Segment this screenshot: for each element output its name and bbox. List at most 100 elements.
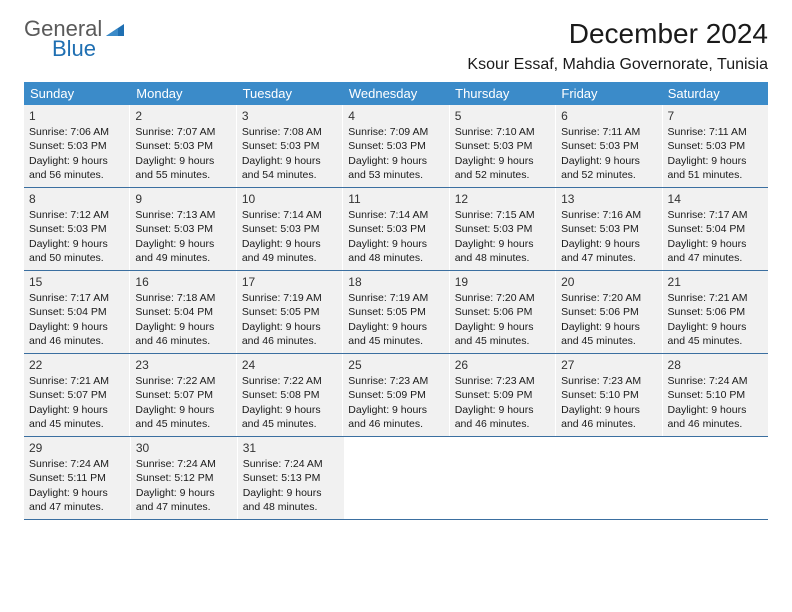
sunrise-line: Sunrise: 7:16 AM	[561, 208, 656, 222]
sunset-line: Sunset: 5:03 PM	[561, 139, 656, 153]
day-cell: 10Sunrise: 7:14 AMSunset: 5:03 PMDayligh…	[237, 188, 343, 270]
sunset-line: Sunset: 5:08 PM	[242, 388, 337, 402]
day-cell: 19Sunrise: 7:20 AMSunset: 5:06 PMDayligh…	[450, 271, 556, 353]
week-row: 29Sunrise: 7:24 AMSunset: 5:11 PMDayligh…	[24, 437, 768, 520]
day-cell: 4Sunrise: 7:09 AMSunset: 5:03 PMDaylight…	[343, 105, 449, 187]
day-cell: 7Sunrise: 7:11 AMSunset: 5:03 PMDaylight…	[663, 105, 768, 187]
day-cell: 30Sunrise: 7:24 AMSunset: 5:12 PMDayligh…	[131, 437, 238, 519]
sunset-line: Sunset: 5:03 PM	[348, 139, 443, 153]
month-title: December 2024	[467, 18, 768, 50]
daylight-line: Daylight: 9 hours and 52 minutes.	[455, 154, 550, 182]
sunrise-line: Sunrise: 7:15 AM	[455, 208, 550, 222]
day-cell: 1Sunrise: 7:06 AMSunset: 5:03 PMDaylight…	[24, 105, 130, 187]
daylight-line: Daylight: 9 hours and 51 minutes.	[668, 154, 763, 182]
sunrise-line: Sunrise: 7:24 AM	[136, 457, 232, 471]
sunrise-line: Sunrise: 7:19 AM	[348, 291, 443, 305]
day-number: 5	[455, 108, 550, 124]
day-number: 7	[668, 108, 763, 124]
sunrise-line: Sunrise: 7:20 AM	[561, 291, 656, 305]
sunrise-line: Sunrise: 7:22 AM	[242, 374, 337, 388]
day-cell	[345, 437, 451, 519]
sunset-line: Sunset: 5:07 PM	[29, 388, 124, 402]
header: General Blue December 2024 Ksour Essaf, …	[24, 18, 768, 74]
day-cell: 29Sunrise: 7:24 AMSunset: 5:11 PMDayligh…	[24, 437, 131, 519]
week-row: 1Sunrise: 7:06 AMSunset: 5:03 PMDaylight…	[24, 105, 768, 188]
sunrise-line: Sunrise: 7:13 AM	[135, 208, 230, 222]
day-number: 10	[242, 191, 337, 207]
sunset-line: Sunset: 5:05 PM	[348, 305, 443, 319]
sunset-line: Sunset: 5:03 PM	[29, 222, 124, 236]
day-cell: 3Sunrise: 7:08 AMSunset: 5:03 PMDaylight…	[237, 105, 343, 187]
week-row: 8Sunrise: 7:12 AMSunset: 5:03 PMDaylight…	[24, 188, 768, 271]
sunrise-line: Sunrise: 7:08 AM	[242, 125, 337, 139]
day-number: 14	[668, 191, 763, 207]
day-cell: 5Sunrise: 7:10 AMSunset: 5:03 PMDaylight…	[450, 105, 556, 187]
daylight-line: Daylight: 9 hours and 46 minutes.	[348, 403, 443, 431]
sunrise-line: Sunrise: 7:17 AM	[668, 208, 763, 222]
sunset-line: Sunset: 5:07 PM	[135, 388, 230, 402]
sunset-line: Sunset: 5:03 PM	[455, 139, 550, 153]
day-cell	[662, 437, 768, 519]
sunrise-line: Sunrise: 7:24 AM	[243, 457, 339, 471]
day-cell	[450, 437, 556, 519]
day-number: 31	[243, 440, 339, 456]
day-cell: 14Sunrise: 7:17 AMSunset: 5:04 PMDayligh…	[663, 188, 768, 270]
logo-triangle-icon	[106, 22, 126, 43]
day-number: 4	[348, 108, 443, 124]
day-number: 25	[348, 357, 443, 373]
daylight-line: Daylight: 9 hours and 46 minutes.	[135, 320, 230, 348]
day-header: Thursday	[449, 82, 555, 105]
sunrise-line: Sunrise: 7:14 AM	[348, 208, 443, 222]
day-cell: 2Sunrise: 7:07 AMSunset: 5:03 PMDaylight…	[130, 105, 236, 187]
daylight-line: Daylight: 9 hours and 45 minutes.	[455, 320, 550, 348]
day-number: 23	[135, 357, 230, 373]
sunrise-line: Sunrise: 7:24 AM	[668, 374, 763, 388]
sunrise-line: Sunrise: 7:20 AM	[455, 291, 550, 305]
day-cell: 6Sunrise: 7:11 AMSunset: 5:03 PMDaylight…	[556, 105, 662, 187]
day-number: 18	[348, 274, 443, 290]
day-number: 1	[29, 108, 124, 124]
day-header: Monday	[130, 82, 236, 105]
calendar: SundayMondayTuesdayWednesdayThursdayFrid…	[24, 82, 768, 520]
location-text: Ksour Essaf, Mahdia Governorate, Tunisia	[467, 56, 768, 74]
day-header: Wednesday	[343, 82, 449, 105]
sunrise-line: Sunrise: 7:17 AM	[29, 291, 124, 305]
day-number: 11	[348, 191, 443, 207]
day-cell: 24Sunrise: 7:22 AMSunset: 5:08 PMDayligh…	[237, 354, 343, 436]
daylight-line: Daylight: 9 hours and 47 minutes.	[561, 237, 656, 265]
daylight-line: Daylight: 9 hours and 47 minutes.	[136, 486, 232, 514]
daylight-line: Daylight: 9 hours and 54 minutes.	[242, 154, 337, 182]
day-cell: 8Sunrise: 7:12 AMSunset: 5:03 PMDaylight…	[24, 188, 130, 270]
daylight-line: Daylight: 9 hours and 45 minutes.	[135, 403, 230, 431]
day-number: 15	[29, 274, 124, 290]
sunrise-line: Sunrise: 7:22 AM	[135, 374, 230, 388]
day-number: 22	[29, 357, 124, 373]
sunset-line: Sunset: 5:12 PM	[136, 471, 232, 485]
sunset-line: Sunset: 5:06 PM	[455, 305, 550, 319]
sunrise-line: Sunrise: 7:06 AM	[29, 125, 124, 139]
day-cell: 16Sunrise: 7:18 AMSunset: 5:04 PMDayligh…	[130, 271, 236, 353]
sunset-line: Sunset: 5:05 PM	[242, 305, 337, 319]
day-number: 2	[135, 108, 230, 124]
day-cell: 17Sunrise: 7:19 AMSunset: 5:05 PMDayligh…	[237, 271, 343, 353]
daylight-line: Daylight: 9 hours and 46 minutes.	[668, 403, 763, 431]
sunset-line: Sunset: 5:03 PM	[135, 139, 230, 153]
sunset-line: Sunset: 5:04 PM	[668, 222, 763, 236]
sunset-line: Sunset: 5:03 PM	[455, 222, 550, 236]
day-number: 12	[455, 191, 550, 207]
sunset-line: Sunset: 5:06 PM	[668, 305, 763, 319]
sunset-line: Sunset: 5:06 PM	[561, 305, 656, 319]
sunset-line: Sunset: 5:03 PM	[242, 139, 337, 153]
daylight-line: Daylight: 9 hours and 50 minutes.	[29, 237, 124, 265]
day-number: 19	[455, 274, 550, 290]
daylight-line: Daylight: 9 hours and 46 minutes.	[455, 403, 550, 431]
sunset-line: Sunset: 5:10 PM	[561, 388, 656, 402]
daylight-line: Daylight: 9 hours and 48 minutes.	[243, 486, 339, 514]
sunrise-line: Sunrise: 7:07 AM	[135, 125, 230, 139]
week-row: 22Sunrise: 7:21 AMSunset: 5:07 PMDayligh…	[24, 354, 768, 437]
daylight-line: Daylight: 9 hours and 53 minutes.	[348, 154, 443, 182]
day-number: 8	[29, 191, 124, 207]
day-number: 21	[668, 274, 763, 290]
sunset-line: Sunset: 5:09 PM	[455, 388, 550, 402]
sunrise-line: Sunrise: 7:12 AM	[29, 208, 124, 222]
